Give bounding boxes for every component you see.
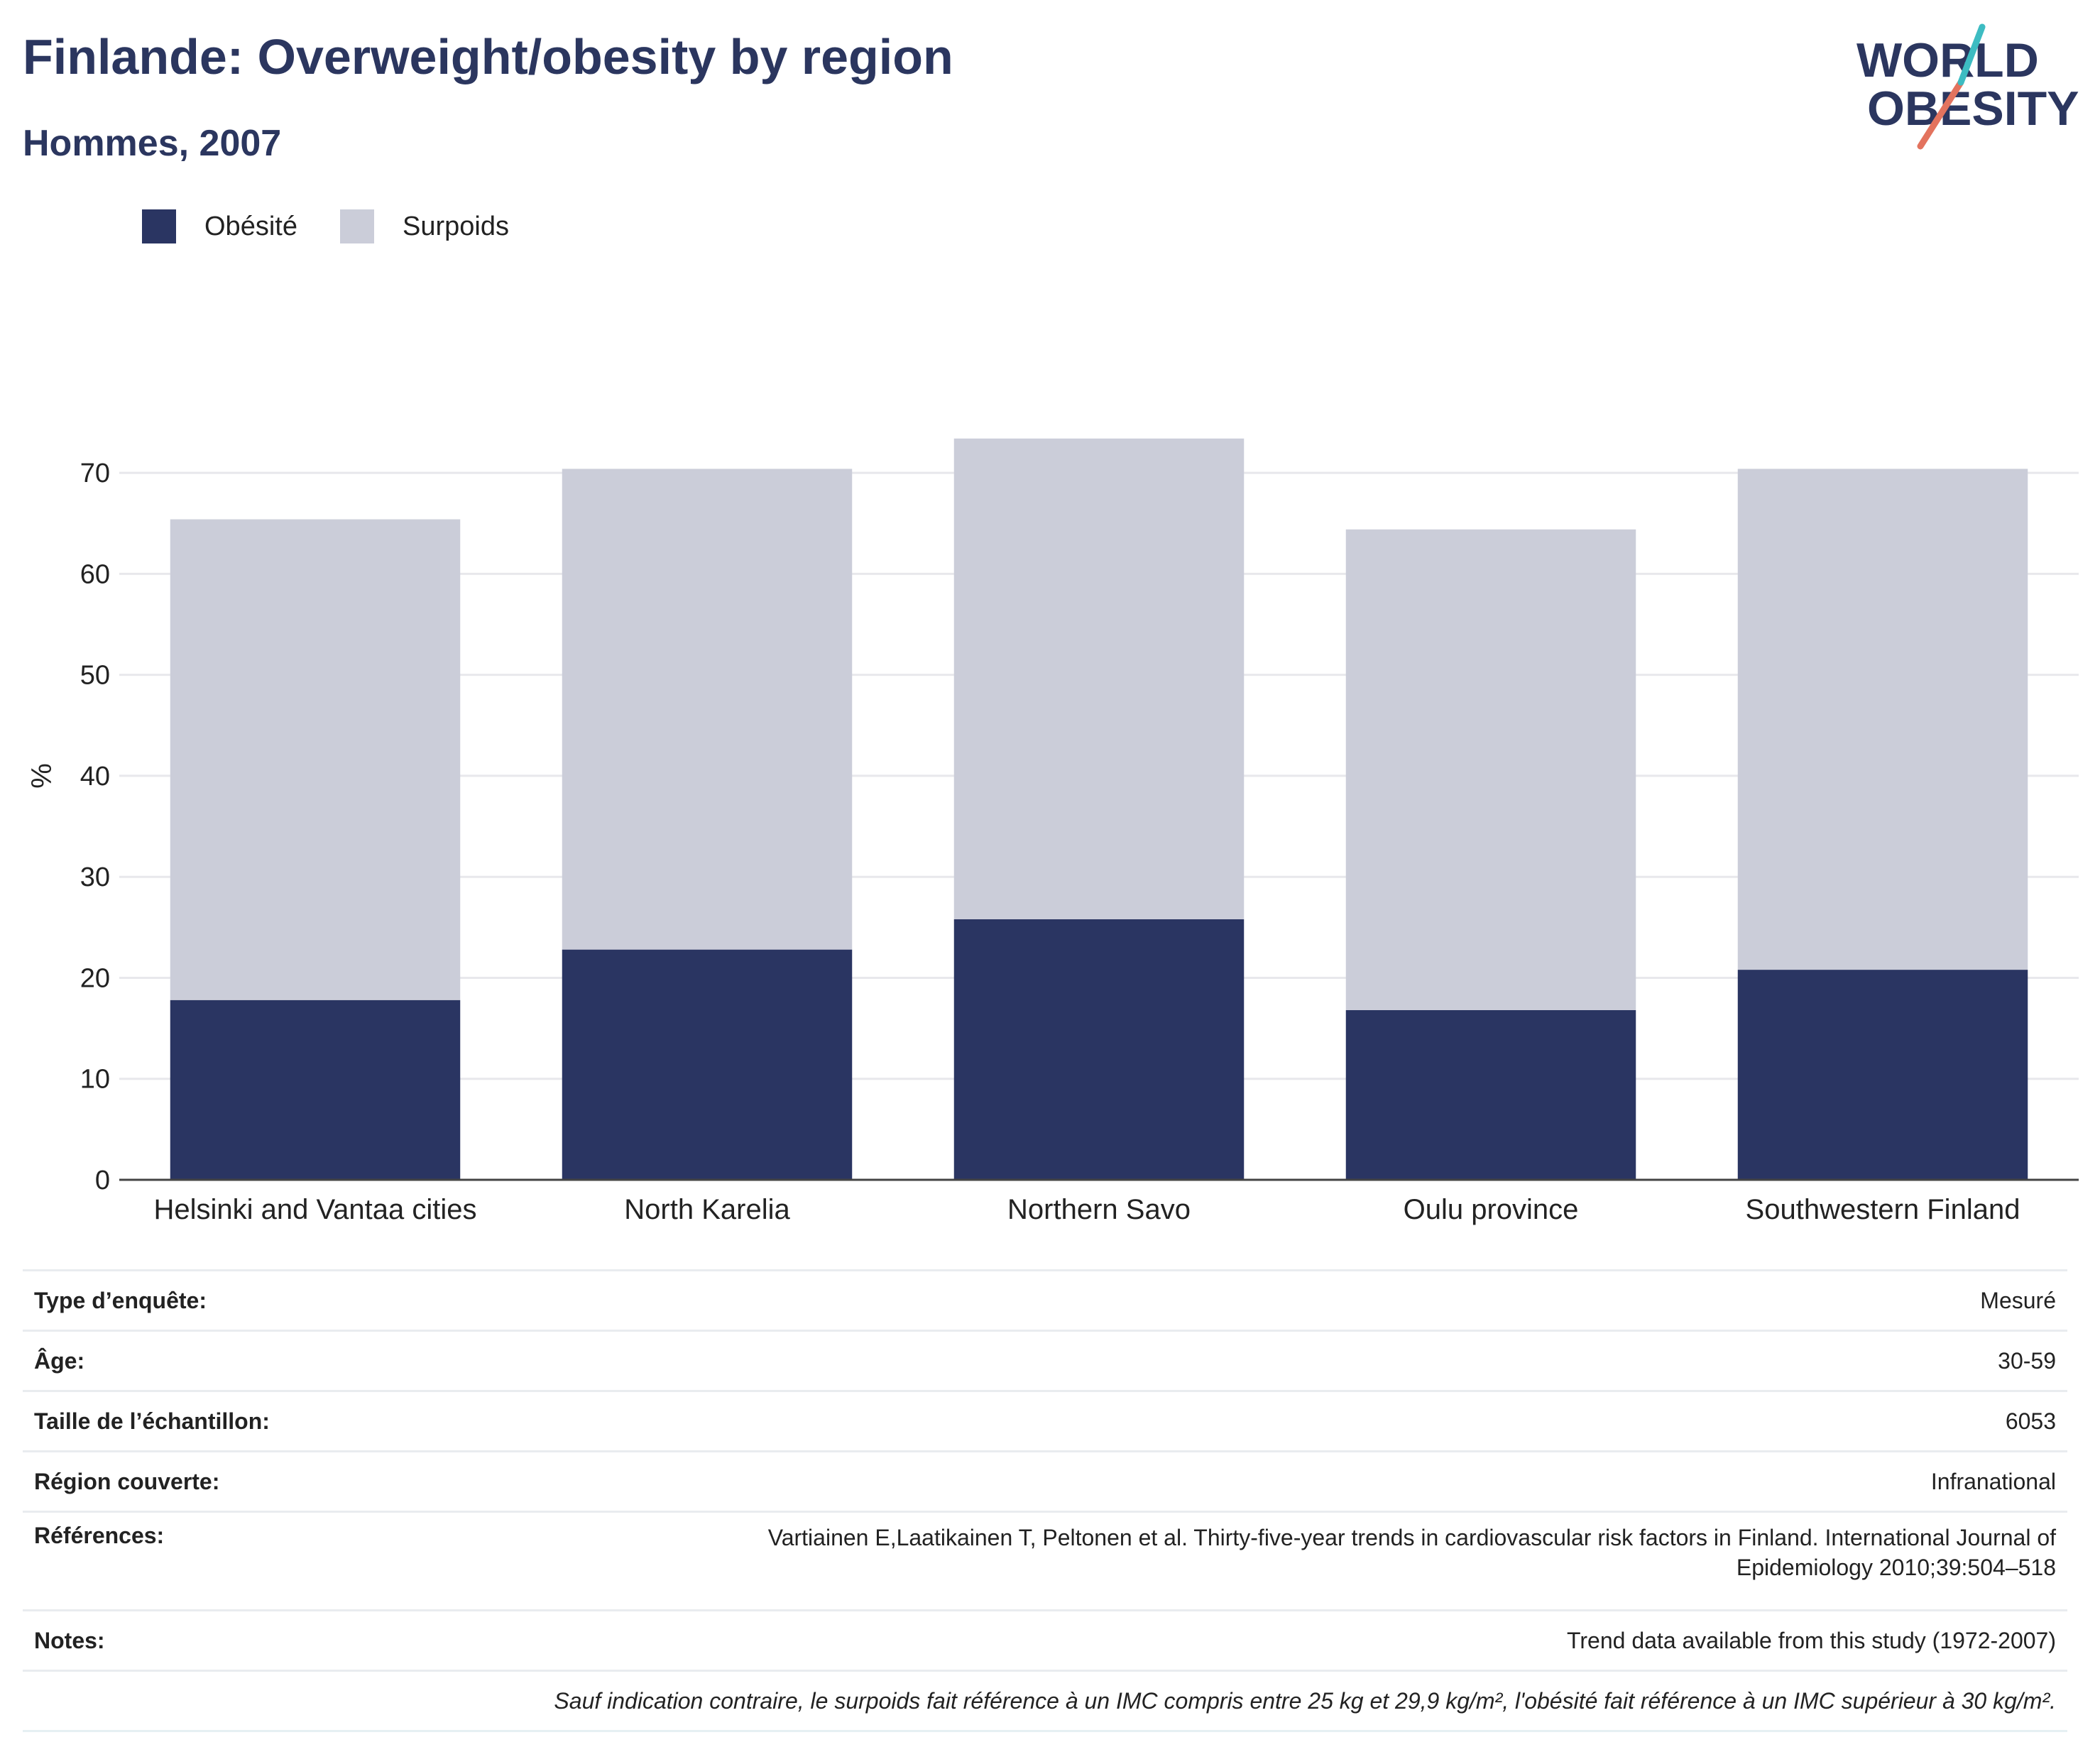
info-row: Type d’enquête: Mesuré [23,1269,2067,1331]
legend-swatch-obesity [142,209,176,243]
info-value: Mesuré [486,1269,2067,1331]
bar-overweight [1737,469,2028,970]
y-tick-label: 0 [95,1166,110,1195]
info-row: Région couverte: Infranational [23,1450,2067,1512]
info-row-footnote: Sauf indication contraire, le surpoids f… [23,1670,2067,1732]
bar-obesity [1737,970,2028,1180]
bar-chart: 0 10 20 30 40 50 60 70% Helsinki and Vantaa citi… [26,438,2079,1225]
info-key: Type d’enquête: [23,1269,486,1331]
footnote: Sauf indication contraire, le surpoids f… [23,1670,2067,1732]
bar-overweight [170,519,461,1000]
legend-label-obesity: Obésité [204,211,297,241]
x-tick-label: North Karelia [624,1194,790,1225]
info-row: Notes: Trend data available from this st… [23,1609,2067,1671]
info-value: Trend data available from this study (19… [486,1609,2067,1671]
y-tick-label: 30 [80,862,110,892]
info-key: Âge: [23,1330,486,1391]
info-key: Taille de l’échantillon: [23,1390,486,1452]
reference-line-1: Vartiainen E,Laatikainen T, Peltonen et … [767,1525,2056,1550]
world-obesity-logo: WORLD OBESITY [1856,23,2079,150]
reference-line-2: Epidemiology 2010;39:504–518 [1736,1555,2056,1580]
x-tick-label: Oulu province [1404,1194,1579,1225]
bar-overweight [1345,529,1636,1010]
y-tick-label: 50 [80,661,110,691]
info-key: Région couverte: [23,1450,486,1512]
y-tick-label: 20 [80,963,110,993]
info-value: Vartiainen E,Laatikainen T, Peltonen et … [486,1511,2067,1611]
legend-swatch-overweight [339,209,374,243]
y-tick-label: 40 [80,762,110,792]
y-tick-label: 70 [80,459,110,488]
info-key: Notes: [23,1609,486,1671]
info-value: 30-59 [486,1330,2067,1391]
legend-item-obesity: Obésité [142,209,297,243]
x-tick-label: Southwestern Finland [1746,1194,2020,1225]
chart-title: Finlande: Overweight/obesity by region [23,29,953,84]
y-tick-label: 60 [80,559,110,589]
legend-item-overweight: Surpoids [339,209,509,243]
y-axis-label: % [26,763,58,789]
chart-legend: Obésité Surpoids [142,209,552,243]
bar-obesity [170,1000,461,1180]
bar-obesity [953,919,1245,1180]
svg-text:OBESITY: OBESITY [1867,82,2079,136]
study-info-table: Type d’enquête: Mesuré Âge: 30-59 Taille… [23,1269,2067,1732]
bar-overweight [562,469,853,950]
bar-obesity [1345,1009,1636,1180]
chart-subtitle: Hommes, 2007 [23,123,282,164]
info-row: Âge: 30-59 [23,1330,2067,1391]
info-row: Taille de l’échantillon: 6053 [23,1390,2067,1452]
y-tick-label: 10 [80,1065,110,1095]
info-value: Infranational [486,1450,2067,1512]
legend-label-overweight: Surpoids [402,211,509,241]
bar-obesity [562,949,853,1180]
x-tick-label: Northern Savo [1007,1194,1191,1225]
info-row-references: Références: Vartiainen E,Laatikainen T, … [23,1511,2067,1611]
x-tick-label: Helsinki and Vantaa cities [153,1194,476,1225]
info-value: 6053 [486,1390,2067,1452]
info-key: Références: [23,1511,486,1611]
bar-overweight [953,438,1245,919]
svg-text:WORLD: WORLD [1856,33,2039,87]
